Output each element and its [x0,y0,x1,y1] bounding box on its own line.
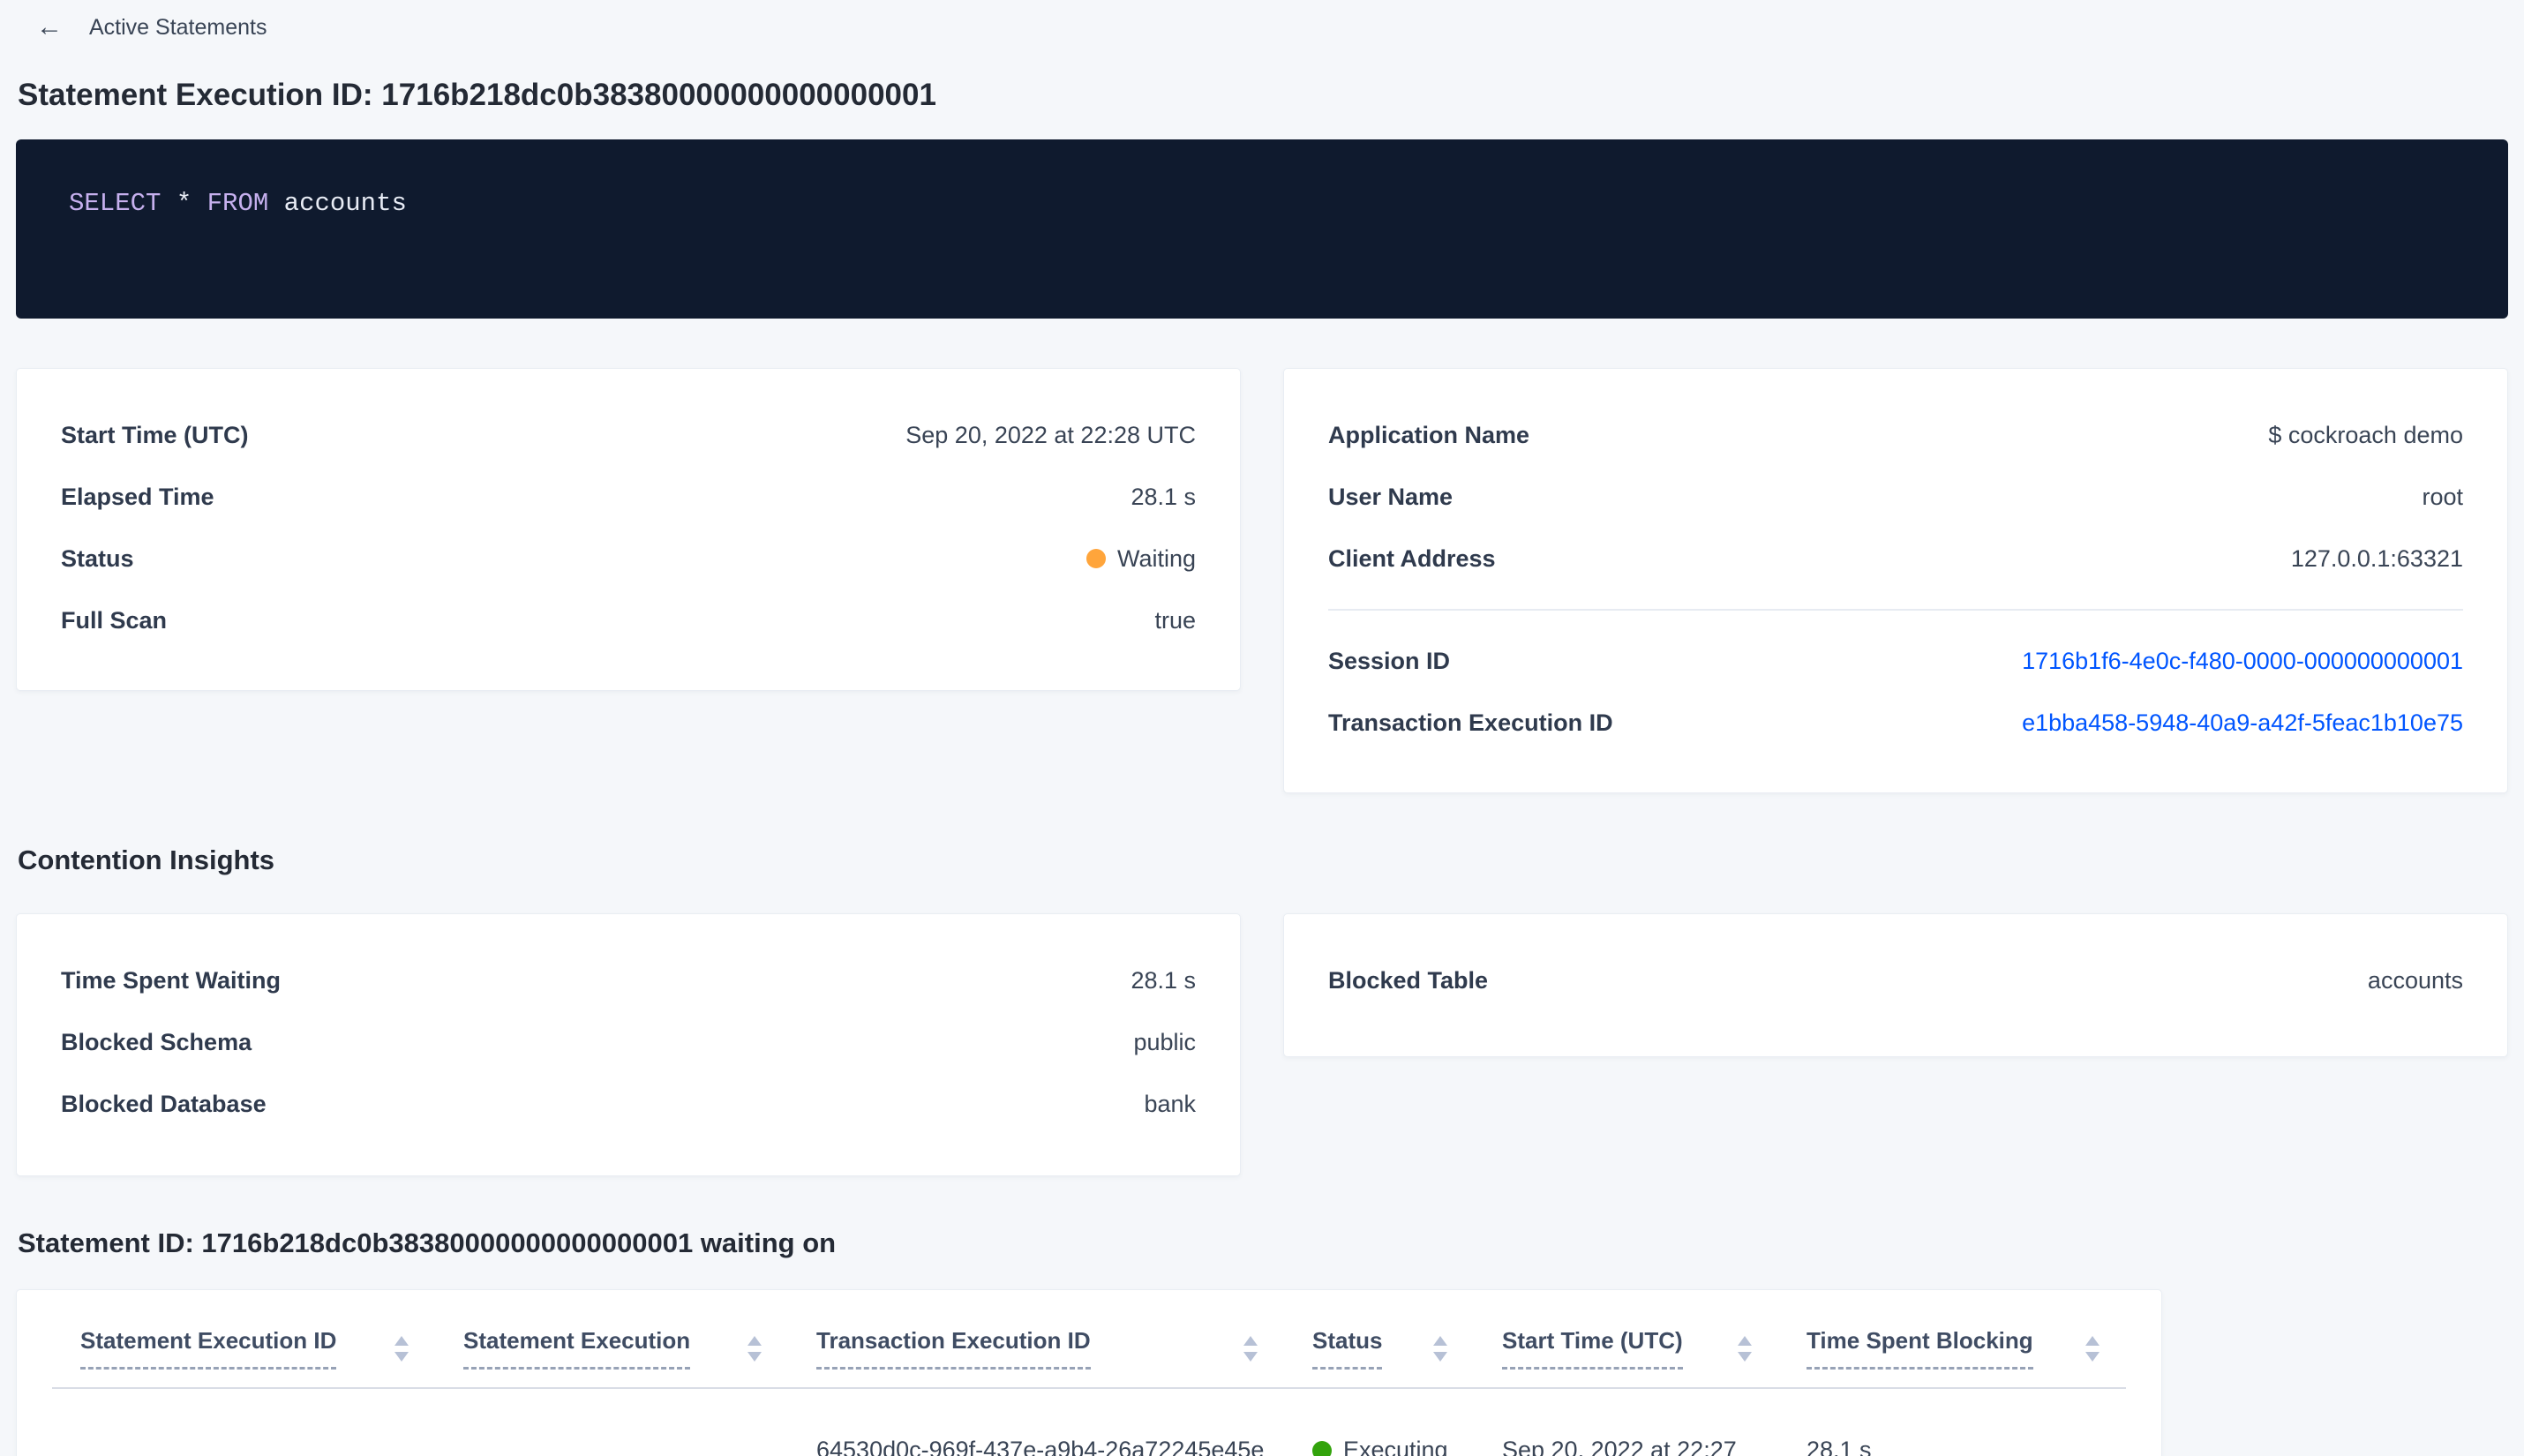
sql-star: * [176,189,192,218]
status-waiting-dot-icon [1085,549,1106,568]
start-time-label: Start Time (UTC) [61,421,249,448]
waiting-on-heading: Statement ID: 1716b218dc0b38380000000000… [18,1227,837,1258]
overview-card-left: Start Time (UTC) Sep 20, 2022 at 22:28 U… [16,368,1241,691]
row-blocked-table: Blocked Table accounts [1284,949,2507,1011]
status-badge: Waiting [1085,544,1196,573]
row-session-id: Session ID 1716b1f6-4e0c-f480-0000-00000… [1284,630,2507,692]
sort-arrows-icon[interactable] [394,1335,409,1362]
full-scan-value: true [1154,606,1196,634]
time-spent-waiting-value: 28.1 s [1131,966,1196,994]
sort-arrows-icon[interactable] [747,1335,762,1362]
waiting-on-table-card: Statement Execution ID Statement Executi… [16,1289,2162,1456]
column-label: Statement Execution [463,1327,691,1370]
user-name-label: User Name [1328,483,1454,510]
row-elapsed-time: Elapsed Time 28.1 s [17,466,1240,528]
row-time-spent-waiting: Time Spent Waiting 28.1 s [17,949,1240,1011]
back-link-label: Active Statements [89,14,267,40]
column-label: Start Time (UTC) [1502,1327,1683,1370]
user-name-value: root [2422,483,2463,510]
column-label: Transaction Execution ID [816,1327,1091,1370]
row-transaction-execution-id: Transaction Execution ID e1bba458-5948-4… [1284,692,2507,754]
card-divider [1328,609,2463,611]
client-address-value: 127.0.0.1:63321 [2290,544,2463,572]
blocked-schema-label: Blocked Schema [61,1028,252,1055]
application-name-value: $ cockroach demo [2268,421,2463,448]
contention-card-right: Blocked Table accounts [1283,913,2508,1057]
back-arrow-icon: ← [36,12,63,41]
column-header-time-spent-blocking[interactable]: Time Spent Blocking [1778,1290,2126,1389]
transaction-execution-id-label: Transaction Execution ID [1328,709,1613,736]
time-spent-waiting-label: Time Spent Waiting [61,966,282,994]
blocked-table-label: Blocked Table [1328,966,1489,994]
sql-keyword-select: SELECT [69,189,162,218]
sort-arrows-icon[interactable] [2085,1335,2100,1362]
sort-arrows-icon[interactable] [1243,1335,1258,1362]
row-full-scan: Full Scan true [17,589,1240,651]
overview-card-right: Application Name $ cockroach demo User N… [1283,368,2508,793]
table-header-row: Statement Execution ID Statement Executi… [52,1290,2126,1389]
elapsed-time-label: Elapsed Time [61,483,214,510]
blocked-table-value: accounts [2367,966,2463,994]
cell-status: Executing [1284,1388,1474,1456]
cell-statement-execution-id [52,1388,435,1456]
sort-arrows-icon[interactable] [1433,1335,1447,1362]
column-header-status[interactable]: Status [1284,1290,1474,1389]
status-value: Waiting [1116,544,1196,572]
contention-insights-heading: Contention Insights [18,844,275,875]
waiting-on-table: Statement Execution ID Statement Executi… [52,1290,2126,1456]
row-client-address: Client Address 127.0.0.1:63321 [1284,528,2507,589]
cell-statement-execution [435,1388,788,1456]
column-label: Status [1312,1327,1383,1370]
full-scan-label: Full Scan [61,606,168,634]
row-blocked-database: Blocked Database bank [17,1073,1240,1135]
row-start-time: Start Time (UTC) Sep 20, 2022 at 22:28 U… [17,404,1240,466]
cell-time-spent-blocking: 28.1 s [1778,1388,2126,1456]
status-label: Status [61,544,134,572]
page-title: Statement Execution ID: 1716b218dc0b3838… [18,78,936,112]
sql-keyword-from: FROM [207,189,269,218]
row-user-name: User Name root [1284,466,2507,528]
table-row: 64530d0c-969f-437e-a9b4-26a72245e45e Exe… [52,1388,2126,1456]
back-link[interactable]: ← Active Statements [36,14,267,41]
blocked-database-value: bank [1144,1090,1196,1117]
column-label: Time Spent Blocking [1807,1327,2033,1370]
transaction-execution-id-link[interactable]: e1bba458-5948-40a9-a42f-5feac1b10e75 [2022,709,2463,736]
sort-arrows-icon[interactable] [1738,1335,1752,1362]
sql-statement-box: SELECT * FROM accounts [16,139,2508,319]
start-time-value: Sep 20, 2022 at 22:28 UTC [905,421,1196,448]
column-header-statement-execution[interactable]: Statement Execution [435,1290,788,1389]
row-application-name: Application Name $ cockroach demo [1284,404,2507,466]
contention-card-left: Time Spent Waiting 28.1 s Blocked Schema… [16,913,1241,1176]
row-status: Status Waiting [17,528,1240,589]
session-id-label: Session ID [1328,647,1451,674]
sql-table-name: accounts [283,189,407,218]
session-id-link[interactable]: 1716b1f6-4e0c-f480-0000-000000000001 [2022,647,2463,674]
row-status-value: Executing [1343,1437,1448,1456]
column-header-start-time[interactable]: Start Time (UTC) [1474,1290,1778,1389]
row-blocked-schema: Blocked Schema public [17,1011,1240,1073]
cell-transaction-execution-id: 64530d0c-969f-437e-a9b4-26a72245e45e [788,1388,1284,1456]
elapsed-time-value: 28.1 s [1131,483,1196,510]
blocked-database-label: Blocked Database [61,1090,267,1117]
column-header-transaction-execution-id[interactable]: Transaction Execution ID [788,1290,1284,1389]
column-header-statement-execution-id[interactable]: Statement Execution ID [52,1290,435,1389]
blocked-schema-value: public [1133,1028,1196,1055]
status-executing-dot-icon [1312,1440,1332,1456]
application-name-label: Application Name [1328,421,1530,448]
sql-statement: SELECT * FROM accounts [69,189,407,218]
client-address-label: Client Address [1328,544,1496,572]
cell-start-time: Sep 20, 2022 at 22:27 [1474,1388,1778,1456]
column-label: Statement Execution ID [80,1327,337,1370]
